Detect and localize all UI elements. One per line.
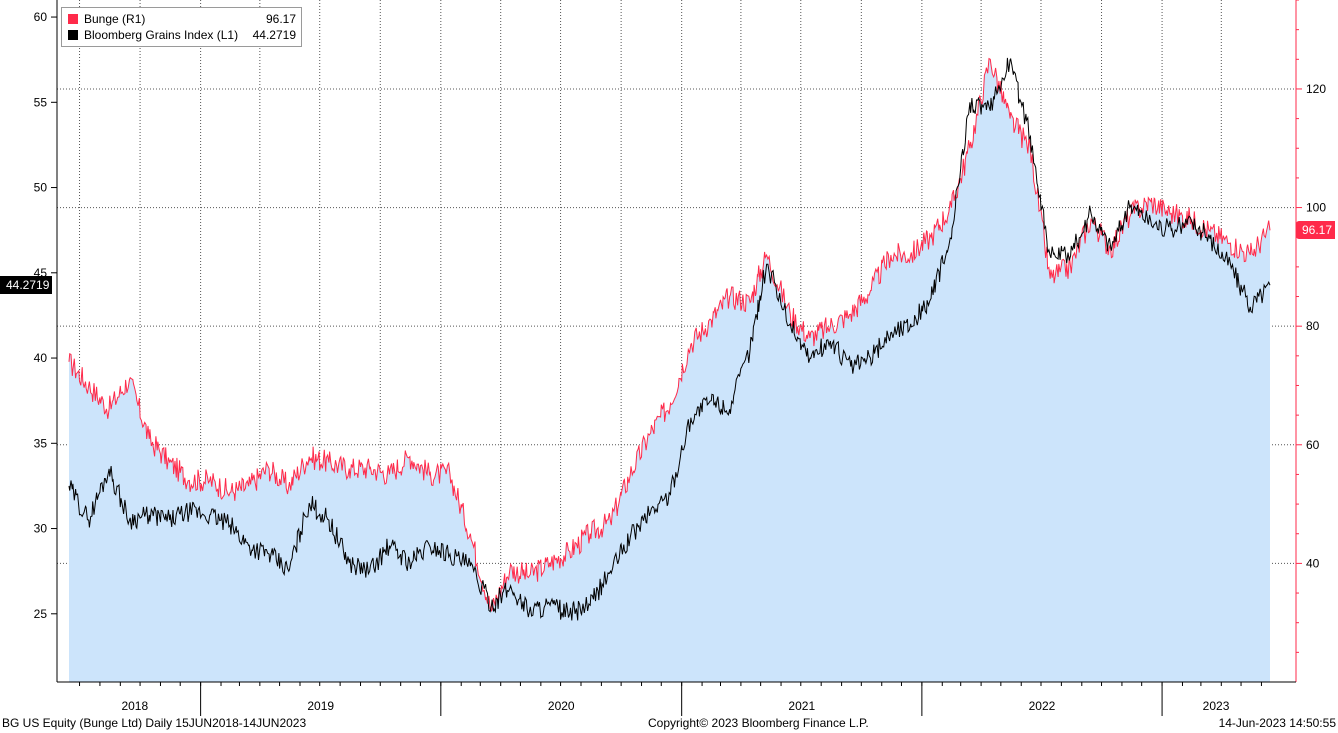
bunge-area — [69, 58, 1270, 683]
series-lines — [68, 57, 1271, 621]
legend: Bunge (R1) 96.17 Bloomberg Grains Index … — [61, 7, 302, 47]
last-value-tag-bunge: 96.17 — [1296, 221, 1336, 240]
x-tick-label: 2020 — [548, 699, 575, 713]
right-tick-label: 120 — [1306, 82, 1326, 96]
left-tick-label: 60 — [34, 10, 48, 24]
left-tick-label: 40 — [34, 351, 48, 365]
x-tick-label: 2019 — [307, 699, 334, 713]
left-tick-label: 25 — [34, 607, 48, 621]
legend-swatch-bunge — [68, 14, 78, 24]
legend-label-bunge: Bunge (R1) — [84, 12, 146, 26]
left-tick-label: 55 — [34, 95, 48, 109]
footer-security: BG US Equity (Bunge Ltd) Daily 15JUN2018… — [2, 716, 307, 730]
left-tick-label: 35 — [34, 436, 48, 450]
left-tick-label: 50 — [34, 181, 48, 195]
x-tick-label: 2021 — [788, 699, 815, 713]
right-tick-label: 60 — [1306, 438, 1320, 452]
footer-copyright: Copyright© 2023 Bloomberg Finance L.P. — [648, 716, 869, 730]
right-tick-label: 100 — [1306, 201, 1326, 215]
right-tick-label: 40 — [1306, 556, 1320, 570]
footer-timestamp: 14-Jun-2023 14:50:55 — [1218, 716, 1336, 730]
legend-label-grains: Bloomberg Grains Index (L1) — [84, 28, 239, 42]
grains-line — [68, 57, 1271, 621]
x-tick-label: 2022 — [1029, 699, 1056, 713]
bunge-line — [68, 57, 1271, 612]
x-tick-label: 2018 — [121, 699, 148, 713]
legend-swatch-grains — [68, 30, 78, 40]
left-tick-label: 30 — [34, 522, 48, 536]
legend-item-grains: Bloomberg Grains Index (L1) 44.2719 — [68, 28, 296, 42]
legend-value-bunge: 96.17 — [265, 12, 296, 26]
right-tick-label: 80 — [1306, 319, 1320, 333]
last-value-tag-grains: 44.2719 — [0, 276, 53, 295]
legend-value-grains: 44.2719 — [252, 28, 296, 42]
legend-item-bunge: Bunge (R1) 96.17 — [68, 12, 296, 26]
x-tick-label: 2023 — [1203, 699, 1230, 713]
bunge-area-fill — [69, 58, 1270, 683]
